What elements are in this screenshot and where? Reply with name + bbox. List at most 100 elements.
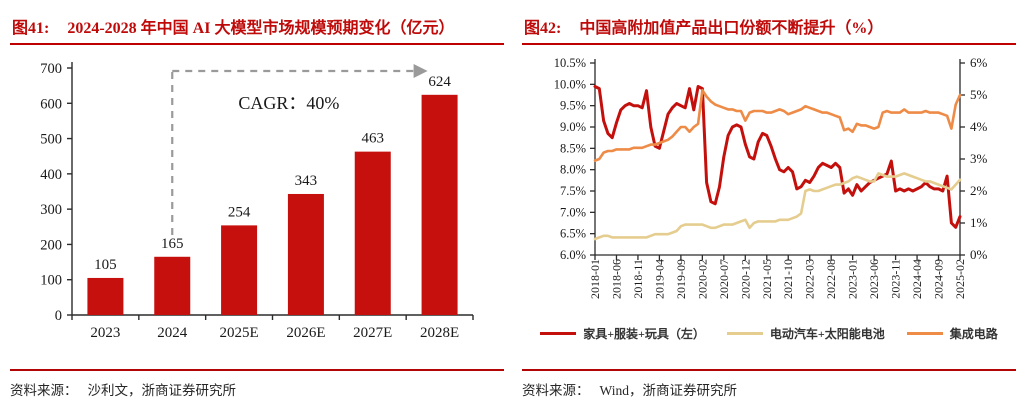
x-axis-category-label: 2028E: [420, 325, 459, 341]
x-axis-category-label: 2026E: [286, 325, 325, 341]
bar-2023: [87, 277, 124, 315]
x-axis-label-group: 2019-04: [652, 259, 666, 299]
right-axis-tick-label: 1%: [970, 215, 988, 230]
x-axis-label-group: 2023-01: [846, 259, 860, 299]
x-axis-tick-label: 2018-01: [588, 259, 602, 299]
title-rule: [10, 43, 504, 45]
bar-2025E: [221, 225, 258, 315]
y-axis-tick-label: 600: [40, 96, 62, 112]
x-axis-tick-label: 2019-04: [652, 259, 666, 299]
x-axis-label-group: 2020-02: [695, 259, 709, 299]
x-axis-label-group: 2019-09: [674, 259, 688, 299]
left-axis-tick-label: 8.0%: [560, 163, 586, 177]
left-axis-tick-label: 7.0%: [560, 205, 586, 219]
x-axis-tick-label: 2023-01: [846, 259, 860, 299]
left-axis-tick-label: 7.5%: [560, 184, 586, 198]
right-axis-tick-label: 5%: [970, 87, 988, 102]
figure-42-title-row: 图42: 中国高附加值产品出口份额不断提升（%）: [522, 10, 1016, 40]
series-line-0: [593, 85, 962, 229]
x-axis-category-label: 2025E: [219, 325, 258, 341]
x-axis-label-group: 2020-07: [717, 259, 731, 299]
line-chart-legend: 家具+服装+玩具（左） 电动汽车+太阳能电池 集成电路: [522, 325, 1016, 342]
source-text: Wind，浙商证券研究所: [599, 383, 737, 398]
x-axis-label-group: 2018-01: [588, 259, 602, 299]
legend-swatch-icon: [726, 332, 763, 335]
legend-swatch-icon: [906, 332, 943, 335]
x-axis-tick-label: 2018-11: [631, 259, 645, 299]
legend-label: 电动汽车+太阳能电池: [769, 327, 885, 341]
figure-41: 图41: 2024-2028 年中国 AI 大模型市场规模预期变化（亿元） 0 1…: [10, 10, 504, 406]
figure-42-body: 10.5% 10.0% 9.5% 9.0% 8.5% 8.0% 7.5% 7.0% 6.5% 6.…: [522, 45, 1016, 355]
legend-item: 集成电路: [906, 325, 998, 342]
y-axis-tick-label: 200: [40, 237, 62, 253]
y-axis-tick-label: 100: [40, 273, 62, 289]
x-axis-label-group: 2023-06: [867, 259, 881, 299]
x-axis-label-group: 2022-03: [803, 259, 817, 299]
legend-item: 家具+服装+玩具（左）: [540, 325, 705, 342]
bar-2028E: [421, 94, 458, 315]
x-axis-tick-label: 2022-03: [803, 259, 817, 299]
x-axis-label-group: 2018-11: [631, 259, 645, 299]
left-axis-tick-label: 9.0%: [560, 120, 586, 134]
figure-42-source: 资料来源： Wind，浙商证券研究所: [522, 369, 1016, 399]
x-axis-tick-label: 2025-02: [953, 259, 967, 299]
x-axis-label-group: 2021-05: [760, 259, 774, 299]
legend-label: 集成电路: [949, 327, 998, 341]
series-line-2: [593, 88, 962, 162]
x-axis-label-group: 2021-10: [781, 259, 795, 299]
figure-41-body: 0 100 200 300 400 500 600 700 CAGR：40% 105 2023 165…: [10, 45, 504, 355]
bar-chart: 0 100 200 300 400 500 600 700 CAGR：40% 105 2023 165…: [40, 61, 474, 341]
figure-41-title: 2024-2028 年中国 AI 大模型市场规模预期变化（亿元）: [67, 20, 455, 37]
right-axis-tick-label: 6%: [970, 55, 988, 70]
bar-value-label: 254: [228, 204, 251, 220]
x-axis-label-group: 2018-06: [609, 259, 623, 299]
bar-value-label: 165: [161, 236, 184, 252]
source-label: 资料来源：: [522, 383, 590, 398]
legend-item: 电动汽车+太阳能电池: [726, 325, 885, 342]
cagr-annotation-label: CAGR：40%: [238, 93, 339, 113]
line-chart: 10.5% 10.0% 9.5% 9.0% 8.5% 8.0% 7.5% 7.0% 6.5% 6.…: [554, 55, 988, 299]
figure-41-title-row: 图41: 2024-2028 年中国 AI 大模型市场规模预期变化（亿元）: [10, 10, 504, 40]
source-label: 资料来源：: [10, 383, 78, 398]
x-axis-label-group: 2020-12: [738, 259, 752, 299]
right-axis-tick-label: 4%: [970, 119, 988, 134]
left-axis-tick-label: 10.5%: [554, 56, 586, 70]
x-axis-tick-label: 2020-12: [738, 259, 752, 299]
right-axis-tick-label: 3%: [970, 151, 988, 166]
y-axis-tick-label: 0: [55, 308, 62, 324]
x-axis-tick-label: 2018-06: [609, 259, 623, 299]
legend-label: 家具+服装+玩具（左）: [583, 327, 705, 341]
figure-42: 图42: 中国高附加值产品出口份额不断提升（%） 10.5% 10.0% 9.5% 9…: [522, 10, 1016, 406]
y-axis-tick-label: 500: [40, 132, 62, 148]
y-axis-tick-label: 700: [40, 61, 62, 77]
x-axis-tick-label: 2020-02: [695, 259, 709, 299]
x-axis-label-group: 2024-04: [910, 259, 924, 299]
x-axis-tick-label: 2021-05: [760, 259, 774, 299]
x-axis-tick-label: 2020-07: [717, 259, 731, 299]
x-axis-tick-label: 2021-10: [781, 259, 795, 299]
figure-41-label: 图41:: [12, 20, 50, 37]
x-axis-tick-label: 2024-04: [910, 259, 924, 299]
right-axis-tick-label: 2%: [970, 183, 988, 198]
x-axis-label-group: 2025-02: [953, 259, 967, 299]
x-axis-category-label: 2023: [90, 325, 120, 341]
figure-41-source: 资料来源： 沙利文，浙商证券研究所: [10, 369, 504, 399]
bar-value-label: 463: [362, 131, 385, 147]
x-axis-tick-label: 2023-06: [867, 259, 881, 299]
bar-2026E: [287, 193, 324, 315]
cagr-arrowhead-icon: [413, 64, 428, 78]
x-axis-label-group: 2024-09: [932, 259, 946, 299]
bar-value-label: 624: [428, 74, 451, 90]
title-rule: [522, 43, 1016, 45]
bar-2024: [154, 256, 191, 315]
left-axis-tick-label: 9.5%: [560, 99, 586, 113]
x-axis-tick-label: 2022-08: [824, 259, 838, 299]
x-axis-label-group: 2022-08: [824, 259, 838, 299]
bar-value-label: 343: [295, 173, 318, 189]
left-axis-tick-label: 8.5%: [560, 141, 586, 155]
x-axis-tick-label: 2024-09: [932, 259, 946, 299]
series-line-1: [593, 172, 962, 241]
x-axis-label-group: 2023-11: [889, 259, 903, 299]
x-axis-category-label: 2027E: [353, 325, 392, 341]
